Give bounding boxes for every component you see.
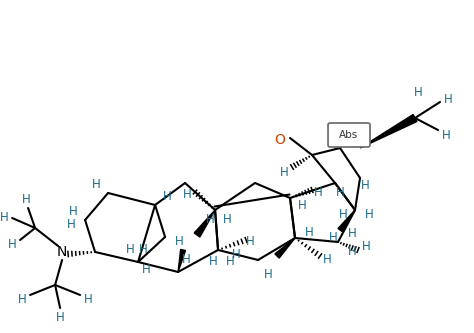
- Text: N: N: [57, 245, 67, 259]
- Text: H: H: [442, 129, 450, 142]
- Text: H: H: [8, 238, 17, 251]
- Text: H: H: [209, 255, 218, 268]
- Text: H: H: [328, 231, 337, 244]
- Text: H: H: [223, 213, 231, 226]
- Text: H: H: [338, 208, 347, 221]
- Polygon shape: [178, 249, 185, 272]
- Text: H: H: [182, 253, 191, 266]
- Text: Abs: Abs: [339, 130, 359, 140]
- Text: H: H: [336, 186, 345, 199]
- FancyBboxPatch shape: [328, 123, 370, 147]
- Polygon shape: [275, 238, 295, 258]
- Text: H: H: [298, 199, 306, 212]
- Text: H: H: [414, 86, 422, 99]
- Text: H: H: [206, 213, 214, 226]
- Text: H: H: [323, 253, 331, 266]
- Text: H: H: [69, 205, 77, 218]
- Polygon shape: [360, 115, 417, 148]
- Text: H: H: [347, 227, 356, 240]
- Polygon shape: [194, 210, 215, 237]
- Text: H: H: [314, 186, 322, 199]
- Text: H: H: [67, 218, 75, 231]
- Text: H: H: [226, 255, 235, 268]
- Text: H: H: [344, 137, 352, 150]
- Text: H: H: [264, 268, 273, 281]
- Text: H: H: [444, 93, 452, 106]
- Text: H: H: [56, 311, 64, 324]
- Text: H: H: [142, 263, 150, 276]
- Text: O: O: [274, 133, 285, 147]
- Text: H: H: [365, 208, 374, 221]
- Text: H: H: [347, 245, 356, 258]
- Text: H: H: [126, 243, 135, 256]
- Text: H: H: [246, 235, 255, 248]
- Text: H: H: [0, 211, 9, 224]
- Polygon shape: [338, 210, 355, 231]
- Text: H: H: [280, 166, 288, 179]
- Text: H: H: [91, 178, 100, 191]
- Text: H: H: [305, 226, 313, 239]
- Text: H: H: [163, 190, 172, 203]
- Text: H: H: [232, 248, 240, 261]
- Text: H: H: [84, 293, 92, 306]
- Text: H: H: [361, 179, 369, 192]
- Text: H: H: [175, 235, 183, 248]
- Text: H: H: [182, 188, 191, 201]
- Text: H: H: [18, 293, 27, 306]
- Text: H: H: [22, 193, 30, 206]
- Text: H: H: [139, 243, 147, 256]
- Text: H: H: [362, 240, 370, 253]
